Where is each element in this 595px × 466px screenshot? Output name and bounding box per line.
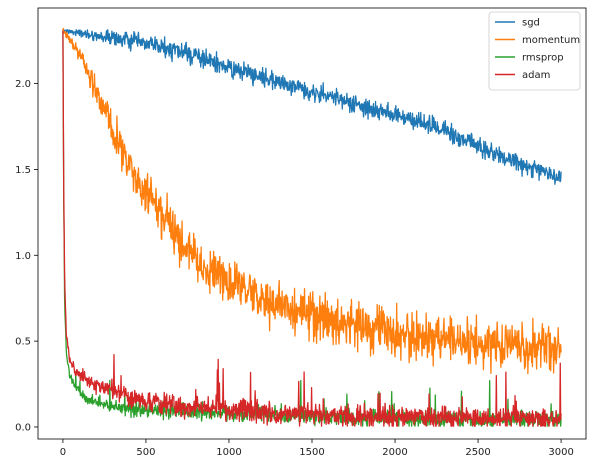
x-axis: 0 500 1000 1500 2000 2500 3000 <box>60 439 574 458</box>
y-tick-label: 1.0 <box>15 251 31 262</box>
y-axis: 0.0 0.5 1.0 1.5 2.0 <box>15 79 38 433</box>
y-tick-label: 2.0 <box>15 79 31 90</box>
x-tick-label: 0 <box>60 447 66 458</box>
legend-label-sgd: sgd <box>522 18 540 29</box>
y-tick-label: 0.5 <box>15 337 31 348</box>
legend-label-adam: adam <box>522 70 550 81</box>
series-line-sgd <box>62 28 562 185</box>
y-tick-label: 0.0 <box>15 422 31 433</box>
series-layer <box>62 27 562 427</box>
legend-box <box>488 11 581 91</box>
legend-label-momentum: momentum <box>522 35 580 46</box>
x-tick-label: 1000 <box>216 447 241 458</box>
legend: sgd momentum rmsprop adam <box>488 11 581 91</box>
x-tick-label: 2500 <box>465 447 490 458</box>
legend-label-rmsprop: rmsprop <box>522 53 564 64</box>
x-tick-label: 500 <box>136 447 155 458</box>
x-tick-label: 2000 <box>382 447 407 458</box>
series-line-adam <box>62 30 562 427</box>
x-tick-label: 3000 <box>548 447 573 458</box>
x-tick-label: 1500 <box>299 447 324 458</box>
series-line-momentum <box>62 27 562 375</box>
y-tick-label: 1.5 <box>15 165 31 176</box>
